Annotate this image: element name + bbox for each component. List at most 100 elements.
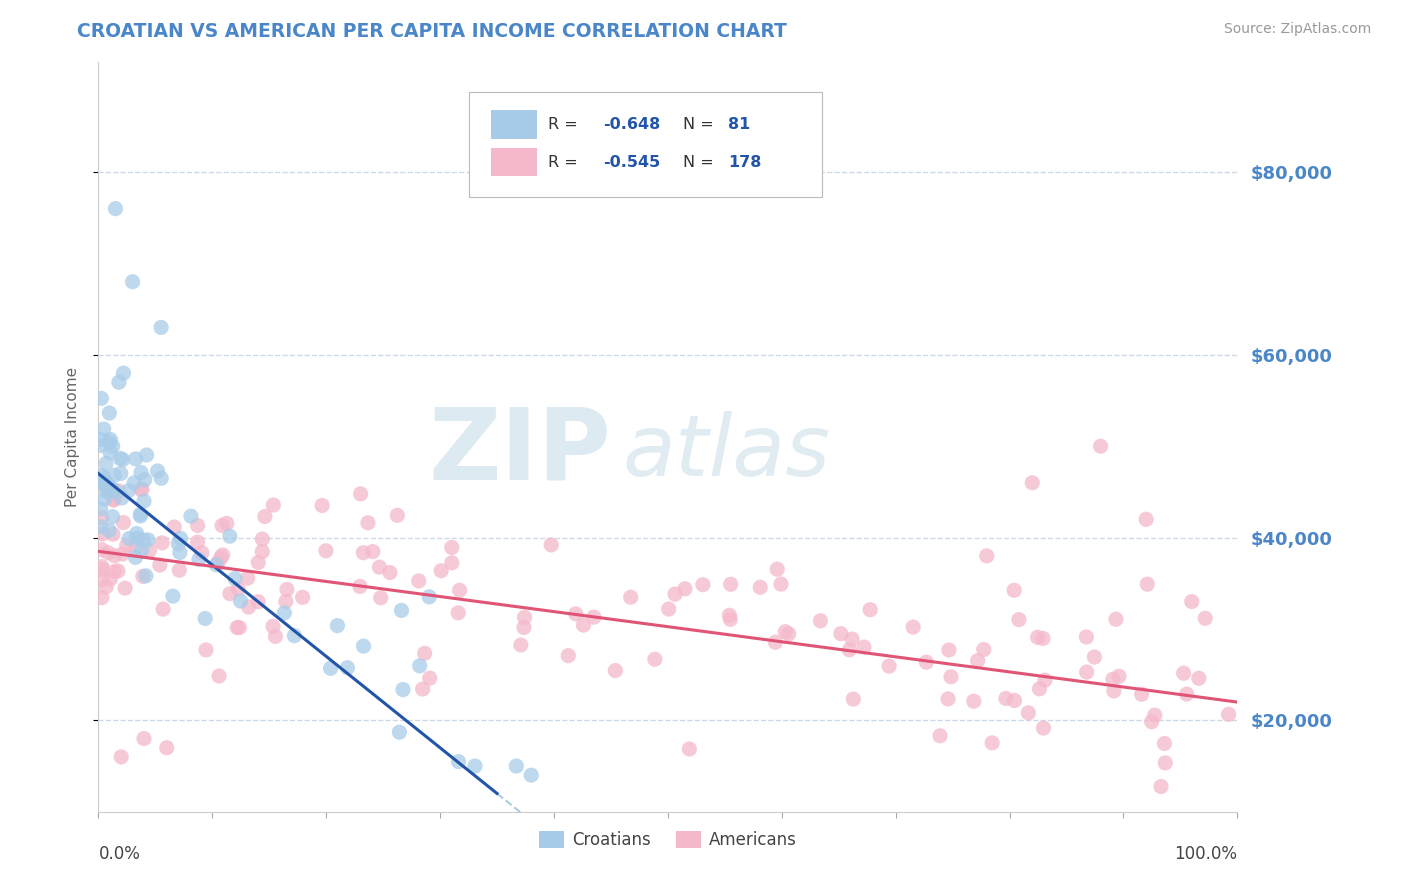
- Point: [132, 533, 155, 548]
- Point: [169, 563, 191, 577]
- Point: [315, 543, 337, 558]
- Point: [103, 483, 125, 497]
- Point: [766, 562, 789, 576]
- Point: [194, 611, 217, 625]
- Point: [264, 629, 287, 643]
- Point: [838, 643, 860, 657]
- Point: [775, 624, 797, 639]
- Text: 100.0%: 100.0%: [1174, 846, 1237, 863]
- Point: [620, 591, 643, 605]
- Point: [513, 620, 536, 634]
- Point: [114, 581, 136, 595]
- Text: N =: N =: [683, 154, 718, 169]
- Point: [138, 543, 160, 558]
- Point: [90, 519, 112, 533]
- Point: [1136, 577, 1159, 591]
- Point: [132, 569, 155, 583]
- Point: [963, 694, 986, 708]
- Point: [131, 483, 153, 497]
- Point: [419, 671, 441, 685]
- Point: [108, 376, 131, 390]
- Point: [582, 610, 605, 624]
- Point: [100, 572, 122, 586]
- Point: [1218, 707, 1240, 722]
- Text: ZIP: ZIP: [427, 403, 612, 500]
- Point: [572, 618, 595, 632]
- Point: [262, 498, 284, 512]
- Point: [1083, 650, 1105, 665]
- Point: [1154, 756, 1177, 770]
- Point: [1181, 594, 1204, 608]
- Point: [778, 627, 800, 641]
- Point: [111, 491, 134, 505]
- Point: [1173, 666, 1195, 681]
- Point: [1135, 512, 1157, 526]
- Point: [218, 529, 240, 543]
- Point: [125, 526, 148, 541]
- Point: [274, 594, 297, 608]
- Point: [1130, 687, 1153, 701]
- Point: [100, 484, 122, 499]
- Point: [392, 682, 415, 697]
- Text: Source: ZipAtlas.com: Source: ZipAtlas.com: [1223, 22, 1371, 37]
- Point: [115, 538, 138, 552]
- Point: [936, 692, 959, 706]
- Point: [97, 477, 120, 491]
- Point: [810, 614, 832, 628]
- Point: [191, 546, 214, 560]
- Point: [90, 559, 112, 574]
- Text: R =: R =: [548, 117, 583, 132]
- Point: [219, 587, 242, 601]
- Point: [253, 509, 276, 524]
- Point: [1002, 583, 1025, 598]
- Point: [97, 546, 120, 560]
- Point: [90, 475, 112, 489]
- Point: [658, 602, 681, 616]
- Point: [273, 606, 295, 620]
- Point: [1026, 630, 1049, 644]
- Point: [1032, 632, 1054, 646]
- Point: [149, 558, 172, 572]
- Point: [186, 535, 208, 549]
- Text: N =: N =: [683, 117, 718, 132]
- Point: [91, 562, 114, 576]
- Point: [692, 577, 714, 591]
- Point: [276, 582, 298, 597]
- Point: [101, 439, 124, 453]
- Point: [129, 508, 152, 522]
- Point: [187, 552, 209, 566]
- Point: [96, 580, 118, 594]
- Point: [224, 572, 246, 586]
- Point: [901, 620, 924, 634]
- Point: [135, 569, 157, 583]
- Point: [93, 422, 115, 436]
- Text: CROATIAN VS AMERICAN PER CAPITA INCOME CORRELATION CHART: CROATIAN VS AMERICAN PER CAPITA INCOME C…: [77, 22, 787, 41]
- Point: [100, 433, 122, 447]
- FancyBboxPatch shape: [468, 93, 821, 197]
- Point: [1102, 672, 1125, 686]
- Point: [336, 661, 359, 675]
- Point: [505, 759, 527, 773]
- Point: [136, 533, 159, 547]
- Point: [1150, 780, 1173, 794]
- Point: [720, 577, 742, 591]
- Point: [370, 591, 392, 605]
- Point: [146, 464, 169, 478]
- Point: [391, 603, 413, 617]
- Point: [104, 549, 127, 563]
- Point: [134, 473, 156, 487]
- Point: [101, 527, 124, 541]
- Point: [226, 620, 249, 634]
- Point: [98, 406, 121, 420]
- Point: [353, 639, 375, 653]
- Point: [770, 577, 793, 591]
- Point: [90, 591, 112, 605]
- Point: [103, 468, 125, 483]
- Point: [859, 603, 882, 617]
- Point: [124, 550, 146, 565]
- Point: [103, 492, 125, 507]
- Point: [124, 541, 146, 555]
- Point: [368, 560, 391, 574]
- Point: [121, 275, 143, 289]
- Point: [110, 750, 132, 764]
